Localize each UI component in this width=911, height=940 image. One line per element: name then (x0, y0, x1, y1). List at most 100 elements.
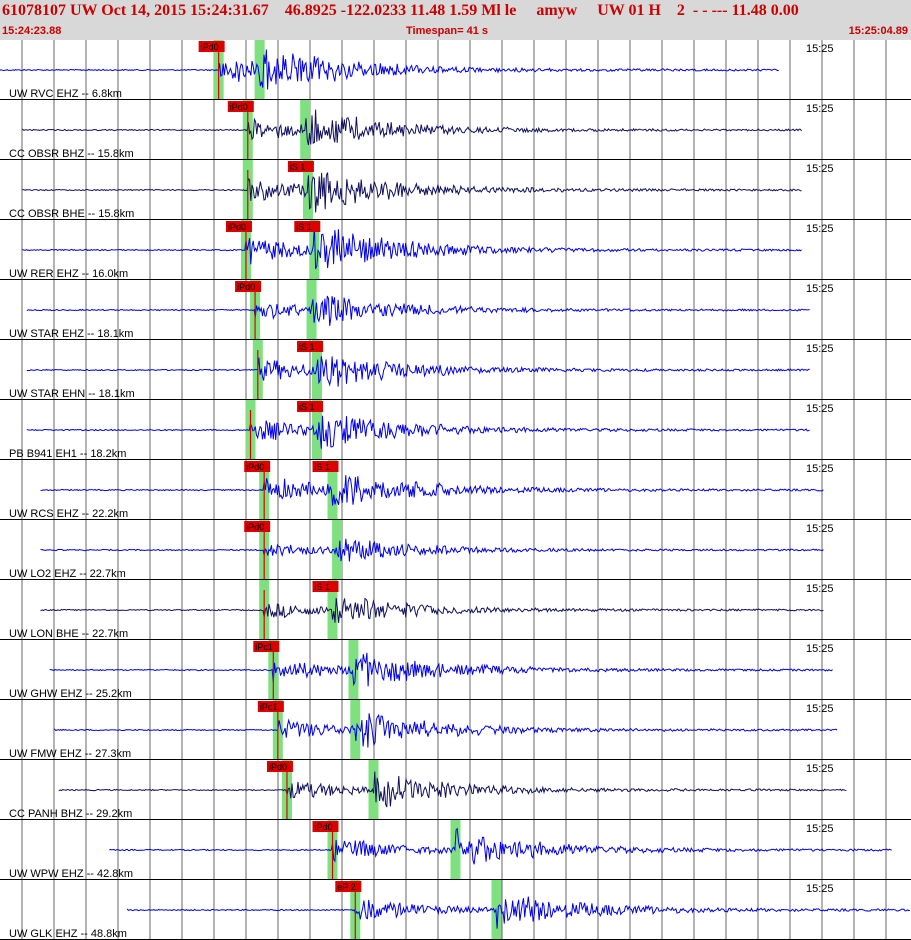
waveform-trace (0, 49, 779, 90)
time-tick-label: 15:25 (806, 283, 834, 295)
pick-label: iPd0 (201, 42, 219, 52)
pick-label-box (297, 341, 324, 352)
waveform-trace (22, 109, 802, 146)
pick-label: iS 1 (299, 342, 315, 352)
pick-marker (314, 342, 321, 348)
pick-label-box (312, 581, 339, 592)
waveform-trace (54, 713, 838, 748)
pick-label-box (225, 221, 252, 232)
channel-label: UW RER EHZ -- 16.0km (9, 268, 128, 280)
pick-label-box (227, 101, 254, 112)
channel-label: UW STAR EHN -- 18.1km (9, 388, 135, 400)
pick-label: iPd0 (246, 522, 264, 532)
waveform-trace (22, 172, 802, 213)
channel-label: UW FMW EHZ -- 27.3km (9, 748, 131, 760)
s-window (302, 160, 313, 220)
waveform-trace (26, 415, 810, 449)
waveform-trace (22, 225, 802, 270)
waveform-trace (40, 597, 824, 623)
pick-label: iS 1 (299, 402, 315, 412)
trace-row: iPd0 15:25 UW RVC EHZ -- 6.8km (0, 40, 911, 100)
pick-label: iPd0 (228, 222, 246, 232)
pick-marker (311, 222, 318, 228)
s-window (348, 640, 359, 700)
channel-label: CC OBSR BHZ -- 15.8km (9, 148, 134, 160)
timespan: Timespan= 41 s (406, 25, 489, 37)
pick-label: eP 2 (337, 882, 355, 892)
channel-label: UW LO2 EHZ -- 22.7km (9, 568, 126, 580)
pick-label-box (335, 881, 362, 892)
time-tick-label: 15:25 (806, 523, 834, 535)
time-tick-label: 15:25 (806, 583, 834, 595)
waveform-panel[interactable]: iPd0 15:25 UW RVC EHZ -- 6.8km iPd0 15:25 CC … (0, 40, 911, 940)
waveform-trace (40, 475, 824, 506)
pick-label-box (294, 221, 321, 232)
time-tick-label: 15:25 (806, 163, 834, 175)
pick-label-box (297, 401, 324, 412)
header-bar: 61078107 UW Oct 14, 2015 15:24:31.67 46.… (0, 0, 911, 40)
s-window (312, 400, 323, 460)
time-tick-label: 15:25 (806, 643, 834, 655)
channel-label: PB B941 EH1 -- 18.2km (9, 448, 126, 460)
pick-label-box (235, 281, 262, 292)
s-window (309, 220, 320, 280)
pick-label-box (244, 461, 271, 472)
pick-label: iS 1 (315, 582, 331, 592)
pick-label: iPd0 (246, 462, 264, 472)
pick-label: iPc1 (260, 702, 278, 712)
time-tick-label: 15:25 (806, 823, 834, 835)
trace-row: iPd0 15:25 UW WPW EHZ -- 42.8km (0, 820, 911, 880)
pick-label: iPd0 (315, 822, 333, 832)
pick-label: iS 1 (290, 162, 306, 172)
pick-marker (329, 582, 336, 588)
end-time: 15:25:04.89 (848, 25, 908, 37)
event-title: 61078107 UW Oct 14, 2015 15:24:31.67 46.… (2, 2, 799, 19)
pick-label: iS 1 (315, 462, 331, 472)
trace-row: iS 1 15:25 PB B941 EH1 -- 18.2km (0, 400, 911, 460)
pick-label-box (253, 641, 280, 652)
pick-label: iS 1 (296, 222, 312, 232)
time-tick-label: 15:25 (806, 703, 834, 715)
trace-row: iPd0 iS 1 15:25 UW RER EHZ -- 16.0km (0, 220, 911, 280)
s-window (327, 460, 338, 520)
pick-label-box (312, 461, 339, 472)
start-time: 15:24:23.88 (2, 25, 62, 37)
s-window (254, 40, 265, 100)
pick-label-box (266, 761, 293, 772)
trace-row: eP 2 15:25 UW GLK EHZ -- 48.8km (0, 880, 911, 940)
time-tick-label: 15:25 (806, 43, 834, 55)
channel-label: UW RCS EHZ -- 22.2km (9, 508, 128, 520)
s-window (327, 580, 338, 640)
time-tick-label: 15:25 (806, 403, 834, 415)
s-window (312, 340, 323, 400)
time-tick-label: 15:25 (806, 223, 834, 235)
trace-row: iS 1 15:25 CC OBSR BHE -- 15.8km (0, 160, 911, 220)
waveform-trace (58, 771, 847, 808)
waveform-trace (40, 538, 824, 562)
channel-label: CC PANH BHZ -- 29.2km (9, 808, 132, 820)
pick-label: iPd0 (230, 102, 248, 112)
pick-marker (304, 162, 311, 168)
pick-label-box (257, 701, 284, 712)
time-tick-label: 15:25 (806, 343, 834, 355)
s-window (450, 820, 461, 880)
pick-label: iPd0 (269, 762, 287, 772)
pick-label-box (198, 41, 225, 52)
channel-label: UW GLK EHZ -- 48.8km (9, 928, 127, 940)
channel-label: UW WPW EHZ -- 42.8km (9, 868, 133, 880)
pick-label: iPc1 (255, 642, 273, 652)
pick-label-box (244, 521, 271, 532)
trace-row: iPd0 15:25 CC OBSR BHZ -- 15.8km (0, 100, 911, 160)
waveform-trace (26, 356, 810, 387)
s-window (491, 880, 502, 940)
channel-label: CC OBSR BHE -- 15.8km (9, 208, 134, 220)
time-tick-label: 15:25 (806, 763, 834, 775)
trace-row: iPd0 15:25 UW STAR EHZ -- 18.1km (0, 280, 911, 340)
trace-row: iPd0 15:25 UW LO2 EHZ -- 22.7km (0, 520, 911, 580)
waveform-trace (49, 652, 833, 687)
channel-label: UW LON BHE -- 22.7km (9, 628, 128, 640)
channel-label: UW RVC EHZ -- 6.8km (9, 88, 122, 100)
trace-row: iS 1 15:25 UW STAR EHN -- 18.1km (0, 340, 911, 400)
trace-row: iPc1 15:25 UW GHW EHZ -- 25.2km (0, 640, 911, 700)
waveform-trace (127, 896, 910, 929)
